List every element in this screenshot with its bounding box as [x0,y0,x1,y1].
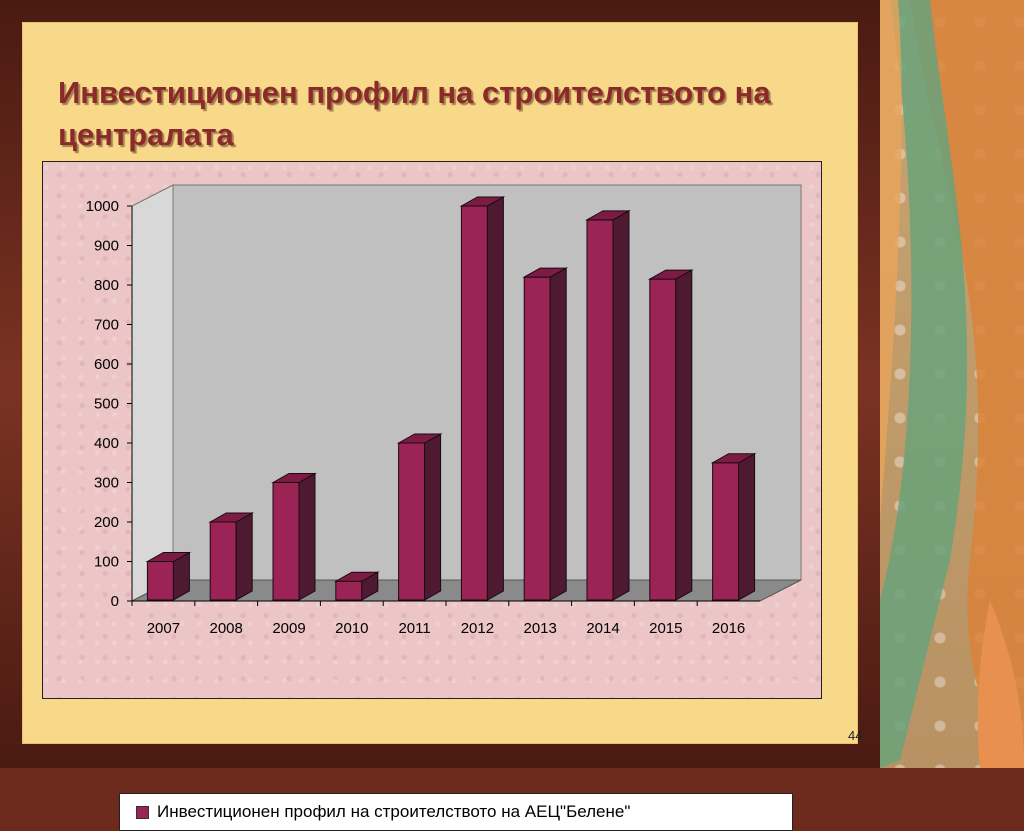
x-tick-label: 2012 [461,620,494,637]
bar-top-2009 [271,473,317,483]
floral-ribbon-icon [880,0,1024,768]
bar-2013 [523,276,551,601]
bar-2016 [712,462,740,601]
bar-2010 [335,580,363,601]
y-tick-label: 900 [94,238,119,255]
bar-side-2013 [549,267,567,601]
bar-top-2015 [647,269,694,280]
bar-side-2015 [675,269,693,601]
x-tick-label: 2008 [210,620,243,637]
bar-side-2012 [486,196,504,601]
x-tick-label: 2010 [335,620,368,637]
bar-top-2013 [522,267,569,278]
y-tick-label: 500 [94,396,119,413]
chart-area: 0 100 200 300 400 500 600 700 800 900 1000 2007 2008… [42,161,822,831]
bar-top-2008 [208,512,255,523]
bar-2008 [209,521,237,601]
slide: 0 100 200 300 400 500 600 700 800 900 1000 2007 2008… [22,22,862,831]
y-tick-label: 600 [94,356,119,373]
y-tick-label: 100 [94,554,119,571]
y-tick-label: 200 [94,514,119,531]
y-tick-label: 0 [111,593,119,610]
bar-top-2012 [459,196,506,207]
bar-2012 [460,205,488,601]
bar-side-2016 [738,452,756,601]
bar-side-2014 [612,209,630,601]
bar-2015 [649,278,677,601]
y-tick-label: 300 [94,475,119,492]
bar-chart: 0 100 200 300 400 500 600 700 800 900 1000 2007 2008… [86,184,802,637]
bar-top-2011 [396,433,443,444]
legend-label: Инвестиционен профил на строителството н… [157,802,631,821]
y-tick-label: 800 [94,277,119,294]
y-tick-label: 700 [94,317,119,334]
y-tick-label: 1000 [86,198,119,215]
bar-top-2016 [710,453,757,464]
y-tick-label: 400 [94,435,119,452]
bar-2009 [272,482,300,601]
bar-2011 [398,442,426,601]
bar-2014 [586,219,614,601]
x-tick-label: 2015 [649,620,682,637]
legend: Инвестиционен профил на строителството н… [119,793,793,831]
bar-top-2010 [333,571,380,582]
slide-title: Инвестиционен профил на строителството н… [58,75,771,152]
side-wall [131,184,174,602]
x-tick-label: 2009 [272,620,305,637]
legend-swatch [136,805,149,819]
x-tick-label: 2007 [147,620,180,637]
bar-top-2014 [585,210,631,221]
bar-side-2008 [235,512,253,601]
bar-top-2007 [145,552,192,562]
x-tick-label: 2016 [712,620,745,637]
bar-2007 [146,561,174,601]
page-number: 44 [848,728,863,743]
x-tick-label: 2013 [524,620,557,637]
x-tick-label: 2014 [586,620,619,637]
x-tick-label: 2011 [398,620,430,637]
bar-side-2009 [298,472,316,601]
bar-side-2011 [424,433,442,601]
